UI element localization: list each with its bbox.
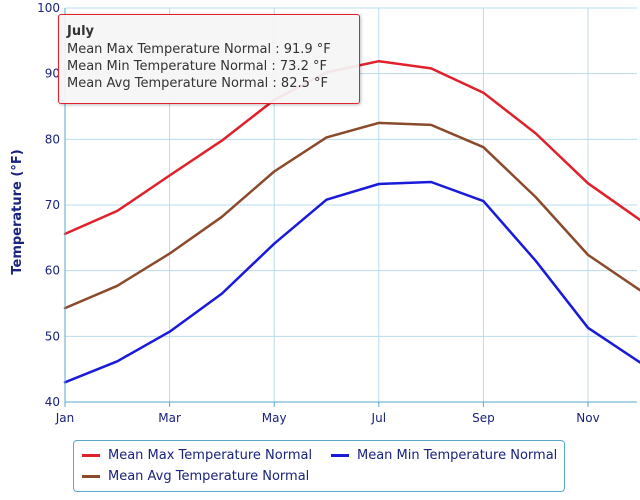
y-axis-title: Temperature (°F) xyxy=(10,149,25,274)
legend-swatch-avg xyxy=(82,475,100,478)
series-line-avg xyxy=(63,121,640,310)
data-tooltip: July Mean Max Temperature Normal : 91.9 … xyxy=(58,14,360,104)
x-tick-label: Sep xyxy=(472,411,495,425)
y-tick-label: 70 xyxy=(45,198,60,212)
legend-swatch-min xyxy=(331,454,349,457)
x-tick-label: Mar xyxy=(158,411,181,425)
legend-label-max: Mean Max Temperature Normal xyxy=(108,448,313,463)
y-tick-label: 40 xyxy=(45,395,60,409)
y-tick-label: 60 xyxy=(45,264,60,278)
y-tick-label: 100 xyxy=(37,1,60,15)
y-tick-label: 80 xyxy=(45,132,60,146)
legend-item-min[interactable]: Mean Min Temperature Normal xyxy=(331,448,557,463)
x-tick-label: May xyxy=(262,411,287,425)
y-tick-label: 90 xyxy=(45,67,60,81)
x-tick-label: Jan xyxy=(55,411,75,425)
tooltip-title: July xyxy=(67,24,95,39)
legend-label-avg: Mean Avg Temperature Normal xyxy=(108,469,310,484)
x-tick-label: Jul xyxy=(371,411,386,425)
series-lines xyxy=(63,59,640,384)
y-tick-label: 50 xyxy=(45,329,60,343)
tooltip-line-avg: Mean Avg Temperature Normal : 82.5 °F xyxy=(67,76,328,91)
legend-swatch-max xyxy=(82,454,100,457)
legend-item-max[interactable]: Mean Max Temperature Normal xyxy=(82,448,312,463)
chart-legend: Mean Max Temperature Normal Mean Min Tem… xyxy=(73,440,565,492)
tooltip-line-min: Mean Min Temperature Normal : 73.2 °F xyxy=(67,59,327,74)
legend-item-avg[interactable]: Mean Avg Temperature Normal xyxy=(82,469,309,484)
series-line-min xyxy=(63,180,640,384)
legend-label-min: Mean Min Temperature Normal xyxy=(357,448,558,463)
x-tick-label: Nov xyxy=(576,411,599,425)
axes: 40 50 60 70 80 90 100 Jan Mar May Jul Sep Nov xyxy=(37,1,637,425)
tooltip-line-max: Mean Max Temperature Normal : 91.9 °F xyxy=(67,42,331,57)
